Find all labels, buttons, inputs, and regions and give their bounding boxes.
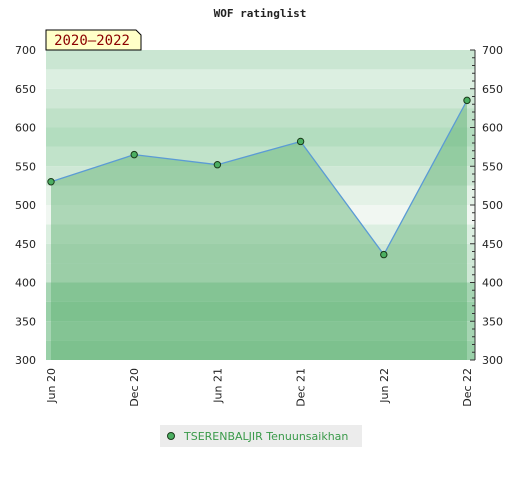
background-band: [46, 108, 475, 128]
background-band: [46, 205, 475, 225]
legend-series-name: TSERENBALJIR Tenuunsaikhan: [183, 430, 348, 443]
data-point: [130, 150, 138, 159]
y-tick-label-right: 450: [482, 238, 503, 251]
background-band: [46, 88, 475, 109]
y-tick-label-right: 550: [482, 160, 503, 173]
line-layer: [50, 100, 468, 256]
chart-title: WOF ratinglist: [214, 7, 307, 20]
background-band: [46, 166, 475, 186]
data-point: [296, 137, 305, 146]
legend-marker: [167, 432, 175, 440]
data-point: [213, 161, 222, 169]
background-band: [46, 224, 475, 244]
background-band: [46, 243, 475, 264]
background-band: [46, 146, 475, 167]
y-tick-label-left: 350: [15, 315, 36, 328]
series-area: [51, 100, 467, 360]
x-tick-label: Dec 21: [295, 368, 308, 407]
x-tick-label: Jun 20: [45, 368, 58, 404]
y-tick-label-right: 400: [482, 277, 503, 290]
y-tick-label-left: 700: [15, 44, 36, 57]
x-tick-label: Dec 22: [461, 368, 474, 407]
y-axis-right: 300 350 400 450 500 550 600 650 700: [470, 44, 503, 367]
x-tick-label: Jun 22: [378, 368, 391, 404]
background-band: [46, 282, 475, 302]
background-band: [46, 263, 475, 283]
background-band: [46, 127, 475, 147]
data-point: [47, 178, 55, 186]
y-tick-label-left: 500: [15, 199, 36, 212]
background-band: [46, 301, 475, 322]
background-band: [46, 69, 475, 89]
background-band: [46, 321, 475, 341]
y-tick-label-left: 300: [15, 354, 36, 367]
y-tick-label-right: 600: [482, 122, 503, 135]
x-tick-label: Jun 21: [211, 368, 224, 404]
period-badge-box: [45, 29, 142, 51]
y-axis-left: 300 350 400 450 500 550 600 650 700: [15, 44, 36, 367]
y-tick-label-right: 500: [482, 199, 503, 212]
data-point: [463, 96, 471, 105]
period-badge: 2020–2022: [45, 29, 142, 51]
y-tick-label-left: 650: [15, 83, 36, 96]
x-axis: Jun 20 Dec 20 Jun 21 Dec 21 Jun 22 Dec 22: [45, 368, 474, 407]
legend: TSERENBALJIR Tenuunsaikhan: [160, 425, 362, 447]
y-tick-label-left: 450: [15, 238, 36, 251]
y-tick-label-right: 650: [482, 83, 503, 96]
series-line: [50, 100, 468, 256]
area-layer: [51, 100, 467, 360]
y-tick-label-right: 700: [482, 44, 503, 57]
background-band: [46, 340, 475, 360]
y-tick-label-left: 400: [15, 277, 36, 290]
y-tick-label-left: 600: [15, 122, 36, 135]
y-tick-label-right: 350: [482, 315, 503, 328]
data-point: [380, 250, 388, 259]
y-tick-label-right: 300: [482, 354, 503, 367]
y-tick-label-left: 550: [15, 160, 36, 173]
background-band: [46, 50, 475, 70]
period-badge-label: 2020–2022: [54, 33, 130, 49]
marker-layer: [47, 96, 471, 259]
x-tick-label: Dec 20: [128, 368, 141, 407]
background-bands: [46, 50, 475, 360]
background-band: [46, 185, 475, 205]
legend-box: [160, 425, 362, 447]
